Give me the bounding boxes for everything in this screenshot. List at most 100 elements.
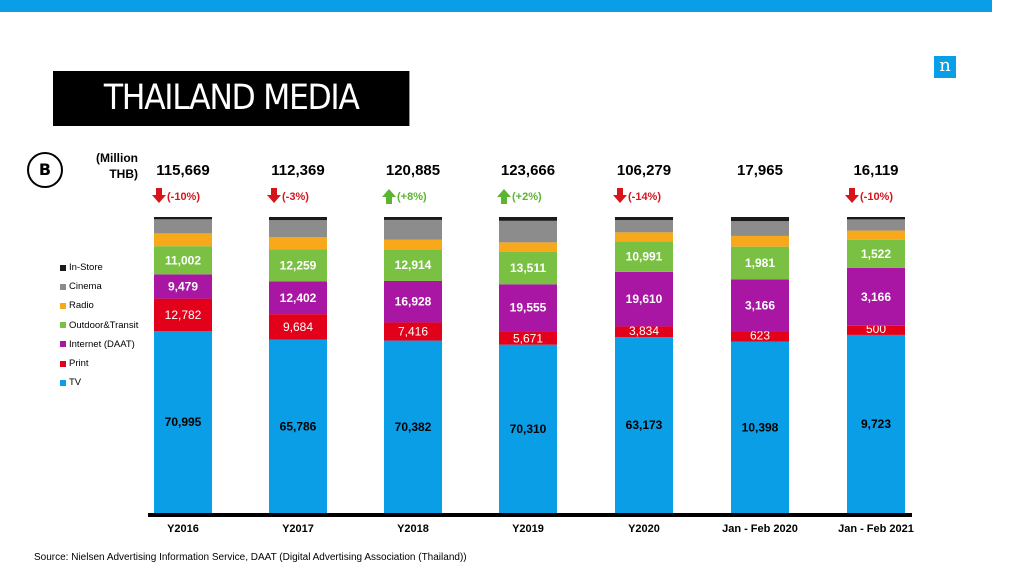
category-label: Jan - Feb 2021 <box>838 523 914 535</box>
bar-segment-radio <box>384 239 442 250</box>
data-label: 10,398 <box>742 420 779 434</box>
category-label: Y2017 <box>282 523 314 535</box>
bar-segment-tv <box>499 344 557 513</box>
data-label: 19,610 <box>626 292 663 306</box>
legend-swatch <box>60 360 66 367</box>
down-arrow-icon <box>267 188 281 203</box>
legend-label: Outdoor&Transit <box>69 319 139 331</box>
up-arrow-icon <box>497 189 511 204</box>
legend-swatch <box>60 379 66 386</box>
legend-label: Internet (DAAT) <box>69 338 135 350</box>
data-label: 12,259 <box>280 258 317 272</box>
bar-segment-internet-daat- <box>731 279 789 332</box>
legend-swatch <box>60 283 66 290</box>
change-label: (-10%) <box>860 191 893 203</box>
bar-segment-radio <box>499 242 557 252</box>
bar-segment-internet-daat- <box>154 274 212 299</box>
category-label: Y2020 <box>628 523 660 535</box>
total-label: 17,965 <box>737 162 783 179</box>
bar-segment-internet-daat- <box>384 280 442 323</box>
down-arrow-icon <box>152 188 166 203</box>
bar-segment-tv <box>615 337 673 513</box>
change-label: (+2%) <box>512 191 542 203</box>
bar-segment-radio <box>269 237 327 250</box>
legend-item: Cinema <box>60 277 138 296</box>
bar-segment-internet-daat- <box>615 271 673 327</box>
source-note: Source: Nielsen Advertising Information … <box>34 552 467 563</box>
legend-label: TV <box>69 377 82 389</box>
legend-item: TV <box>60 373 138 392</box>
data-label: 10,991 <box>626 250 663 264</box>
legend-label: Print <box>69 358 89 370</box>
bar-segment-print <box>731 331 789 342</box>
data-label: 16,928 <box>395 295 432 309</box>
legend-swatch <box>60 302 66 309</box>
baht-currency-icon: B <box>27 152 63 188</box>
change-label: (-10%) <box>167 191 200 203</box>
legend-item: In-Store <box>60 258 138 277</box>
bar-segment-cinema <box>384 219 442 240</box>
bar-segment-tv <box>269 339 327 513</box>
data-label: 1,981 <box>745 256 775 270</box>
total-label: 112,369 <box>271 162 324 179</box>
bar-segment-radio <box>154 233 212 247</box>
data-label: 3,166 <box>745 298 775 312</box>
bar-segment-outdoor-transit <box>269 249 327 282</box>
down-arrow-icon <box>845 188 859 203</box>
bar-segment-cinema <box>269 220 327 238</box>
data-label: 70,995 <box>165 415 202 429</box>
legend-item: Radio <box>60 296 138 315</box>
bar-segment-outdoor-transit <box>731 246 789 280</box>
bar-segment-tv <box>154 331 212 513</box>
legend-item: Internet (DAAT) <box>60 335 138 354</box>
data-label: 623 <box>750 329 770 343</box>
legend-swatch <box>60 341 66 348</box>
bar-segment-cinema <box>731 221 789 236</box>
data-label: 5,671 <box>513 332 543 346</box>
bar-segment-in-store <box>384 217 442 220</box>
bar-segment-cinema <box>615 220 673 233</box>
bar-segment-in-store <box>615 217 673 221</box>
bar-segment-outdoor-transit <box>384 249 442 281</box>
bar-segment-internet-daat- <box>847 267 905 326</box>
bar-segment-in-store <box>731 217 789 222</box>
bar-segment-print <box>154 298 212 332</box>
change-label: (-14%) <box>628 191 661 203</box>
bar-segment-radio <box>847 230 905 240</box>
change-label: (-3%) <box>282 191 309 203</box>
data-label: 9,684 <box>283 320 313 334</box>
total-label: 16,119 <box>853 162 898 179</box>
bar-segment-print <box>847 325 905 335</box>
legend-label: In-Store <box>69 262 103 274</box>
bar-segment-internet-daat- <box>499 284 557 332</box>
bar-segment-outdoor-transit <box>499 251 557 285</box>
bar-segment-tv <box>847 334 905 513</box>
data-label: 65,786 <box>280 419 317 433</box>
data-label: 19,555 <box>510 301 547 315</box>
total-label: 115,669 <box>156 162 209 179</box>
category-label: Y2018 <box>397 523 429 535</box>
bar-segment-cinema <box>847 219 905 231</box>
bar-segment-tv <box>384 340 442 513</box>
legend-swatch <box>60 322 66 329</box>
bar-segment-print <box>269 314 327 340</box>
legend-label: Cinema <box>69 281 102 293</box>
bar-segment-outdoor-transit <box>847 239 905 268</box>
bar-segment-print <box>499 331 557 345</box>
category-label: Y2019 <box>512 523 544 535</box>
legend-swatch <box>60 264 66 271</box>
data-label: 3,834 <box>629 324 659 338</box>
bar-segment-outdoor-transit <box>615 241 673 272</box>
legend-label: Radio <box>69 300 94 312</box>
data-label: 9,479 <box>168 279 198 293</box>
data-label: 12,782 <box>165 308 202 322</box>
page-title: THAILAND MEDIA SPENDING <box>53 71 410 173</box>
data-label: 11,002 <box>165 253 201 267</box>
data-label: 7,416 <box>398 325 428 339</box>
bar-segment-in-store <box>269 217 327 221</box>
bar-segment-outdoor-transit <box>154 246 212 275</box>
bar-segment-tv <box>731 341 789 513</box>
data-label: 63,173 <box>626 418 663 432</box>
legend-item: Print <box>60 354 138 373</box>
